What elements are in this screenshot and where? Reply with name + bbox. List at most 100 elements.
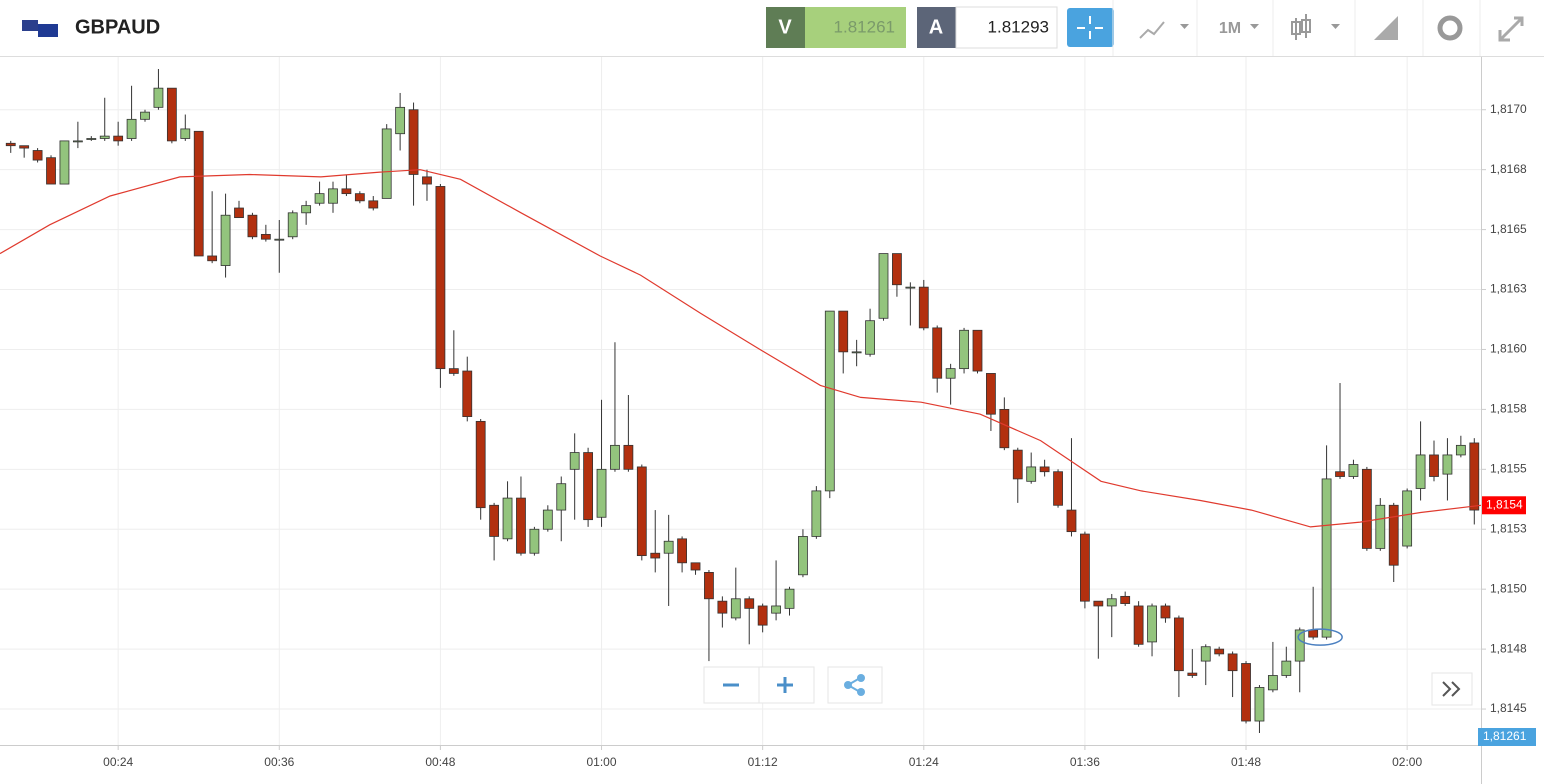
candle-body [986,373,996,415]
candle-body [677,538,687,564]
candle-body [1093,600,1104,607]
settings-icon[interactable] [1437,15,1463,41]
candle-body [207,255,218,262]
candle-body [1308,629,1319,638]
candle-body [1227,653,1238,672]
candle-body [798,536,808,576]
candle-body [260,233,271,240]
candle-body [1402,490,1413,547]
bid-tag-label: 1,81261 [1483,729,1527,743]
last-price-label: 1,8154 [1486,497,1523,511]
sell-label: V [778,16,792,38]
plot [0,68,1482,734]
candle-body [301,205,312,214]
draw-icon[interactable] [1374,16,1398,40]
chart-type-icon[interactable] [1139,21,1165,39]
candle-body [583,452,594,521]
candle-body [140,111,150,120]
candle-body [408,109,419,175]
candle-body [153,87,164,108]
candle-body [1388,504,1399,566]
candle-body [1429,454,1439,477]
candle-body [99,135,110,139]
candle-body [959,329,969,370]
dropdown-arrow [1180,24,1189,29]
candle-body [556,483,567,511]
bid-tag [1478,728,1536,746]
y-tick-label: 1,8145 [1490,701,1527,715]
zoom-in[interactable] [777,677,793,693]
candle-body [462,370,473,417]
candle-body [516,497,526,554]
share-dot [844,681,852,689]
candle-body [1442,454,1453,475]
fullscreen-icon[interactable] [1498,16,1524,42]
candle-body [542,509,553,530]
y-tick-label: 1,8170 [1490,102,1527,116]
candle-body [1173,617,1184,672]
crosshair-icon [1077,16,1103,39]
candle-body [166,87,177,142]
buy-label: A [929,16,943,38]
candle-body [489,504,500,537]
y-tick-label: 1,8160 [1490,342,1527,356]
sell-price: 1.81261 [834,17,895,36]
share-dot [857,688,865,696]
candle-body [529,528,540,554]
candle-body [865,320,875,355]
sell-button[interactable] [766,7,805,48]
buy-price-box[interactable] [955,6,1058,49]
x-tick-label: 01:24 [909,755,939,769]
share-dot [857,674,865,682]
candle-body [5,142,16,147]
y-tick-label: 1,8155 [1490,461,1527,475]
candle-body [717,600,728,614]
candle-body [811,490,822,537]
candle-body [72,140,83,143]
buy-button[interactable] [917,7,956,48]
candle-icon[interactable] [1291,14,1311,40]
candle-body [1241,663,1251,722]
x-tick-label: 01:00 [587,755,617,769]
candle-body [610,444,620,470]
candle-body [435,186,446,370]
timeframe[interactable]: 1M [1219,20,1241,37]
candle-body [180,128,191,139]
candle-body [744,598,755,609]
x-tick-label: 02:00 [1392,755,1422,769]
candle-body [851,351,862,354]
candle-body [193,130,204,257]
candle-body [1133,605,1144,645]
candle-body [1455,444,1466,456]
candle-body [1294,629,1305,662]
scroll-right[interactable] [1442,681,1461,697]
candle-body [999,408,1010,449]
candle-body [663,540,674,554]
moving-average [0,169,1482,528]
candle-body [596,468,607,518]
candle-body [1375,504,1386,549]
candle-body [1348,464,1359,477]
candle-body [314,193,325,204]
candle-body [354,193,365,202]
candle-body [623,444,634,470]
candle-body [1187,672,1198,676]
buy-price: 1.81293 [988,17,1049,36]
x-tick-label: 00:36 [264,755,294,769]
candle-body [569,452,580,470]
x-tick-label: 01:48 [1231,755,1261,769]
x-tick-label: 01:12 [748,755,778,769]
candle-body [757,605,768,626]
candle-body [19,145,30,149]
candle-body [636,466,647,557]
candle-body [475,420,486,509]
sell-price-box[interactable] [805,7,906,48]
candle-body [368,200,379,209]
toolbar: GBPAUD V 1.81261 A 1.81293 1M [0,0,1544,57]
crosshair-button[interactable] [1067,8,1114,47]
candle-body [784,588,795,609]
candle-body [32,150,43,161]
candle-body [838,310,849,353]
